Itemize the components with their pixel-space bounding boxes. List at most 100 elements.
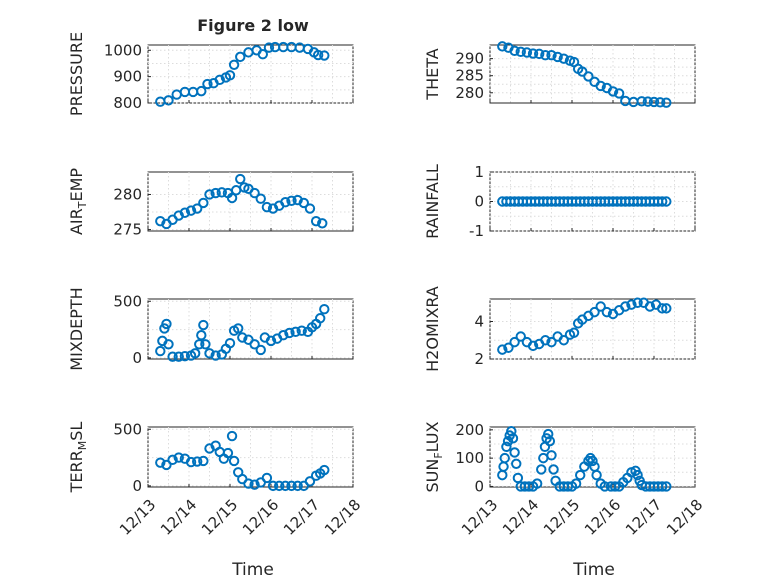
y-axis-label-main: RAINFALL — [423, 164, 442, 239]
data-point — [589, 306, 600, 318]
data-point — [263, 42, 275, 53]
data-point — [657, 196, 668, 207]
data-point — [636, 96, 647, 107]
data-point — [657, 303, 668, 314]
data-point — [224, 337, 236, 349]
data-point — [249, 339, 260, 350]
data-point — [243, 478, 254, 489]
data-point — [515, 331, 526, 342]
y-tick-label: 900 — [113, 68, 142, 86]
data-point — [546, 336, 557, 348]
data-point — [286, 195, 297, 206]
data-point — [155, 345, 166, 357]
data-point — [515, 46, 526, 58]
data-point — [548, 464, 559, 475]
data-point — [511, 458, 522, 469]
subplot-h2omixra: 2 4 H2OMIXRA — [423, 286, 696, 372]
data-point — [310, 215, 322, 227]
data-point — [591, 469, 602, 481]
data-point — [607, 86, 619, 97]
data-point — [210, 350, 221, 361]
data-point — [296, 325, 307, 336]
y-axis-label: H2OMIXRA — [423, 286, 442, 372]
data-point — [654, 97, 666, 108]
data-point — [546, 50, 557, 61]
data-point — [319, 50, 330, 61]
data-point — [527, 48, 539, 59]
data-point — [255, 344, 266, 356]
y-axis-label: TERRMSL — [67, 422, 89, 494]
data-point — [261, 201, 273, 213]
y-axis-label: MIXDEPTH — [67, 287, 86, 370]
y-axis-label: AIRTEMP — [67, 168, 89, 235]
x-tick-label: 12/16 — [581, 496, 624, 539]
data-point — [284, 327, 295, 339]
data-point — [237, 332, 248, 343]
data-point — [501, 441, 512, 453]
data-point — [286, 480, 297, 492]
data-point — [543, 428, 554, 440]
y-axis-label-subscript: M — [76, 441, 89, 451]
x-tick-label: 12/15 — [198, 496, 241, 539]
y-axis-label-tail: LUX — [423, 421, 442, 452]
data-point — [506, 426, 517, 437]
y-tick-label: -1 — [469, 222, 484, 240]
data-point — [661, 196, 672, 207]
data-point — [161, 318, 172, 330]
data-point — [185, 456, 197, 468]
x-tick-label: 12/14 — [499, 496, 542, 539]
data-point — [179, 350, 191, 362]
y-tick-label: 500 — [113, 292, 142, 310]
data-point — [509, 45, 520, 56]
data-point — [304, 476, 316, 487]
data-point — [198, 197, 209, 209]
data-point — [497, 344, 508, 355]
y-axis-label-main: SUN — [423, 459, 442, 493]
data-point — [222, 447, 234, 459]
data-point — [599, 481, 610, 492]
x-axis-label-right: Time — [572, 560, 615, 580]
y-axis-label-main: PRESSURE — [67, 32, 86, 116]
data-point — [613, 88, 625, 99]
data-point — [274, 480, 285, 492]
data-point — [255, 193, 266, 204]
subplot-air-temp: 275 280 AIRTEMP — [67, 168, 354, 239]
data-point — [249, 479, 260, 490]
data-point — [304, 203, 316, 214]
data-point — [185, 205, 197, 216]
data-point — [235, 173, 246, 185]
data-point — [200, 339, 211, 350]
y-axis-label-main: AIR — [67, 208, 86, 235]
data-point — [312, 49, 324, 61]
data-point — [509, 336, 520, 348]
y-axis-label-tail: SL — [67, 422, 86, 441]
data-point — [292, 480, 303, 492]
data-point — [536, 464, 547, 475]
data-point — [642, 96, 654, 107]
data-point — [507, 433, 519, 444]
data-point — [661, 303, 672, 314]
data-point — [163, 95, 174, 106]
y-tick-label: 275 — [113, 221, 142, 239]
y-tick-label: 100 — [455, 449, 484, 467]
data-point — [290, 326, 301, 338]
data-point — [626, 299, 637, 310]
data-point — [527, 340, 539, 352]
data-point — [546, 450, 557, 461]
data-point — [216, 187, 228, 198]
data-point — [224, 70, 236, 81]
data-point — [189, 348, 201, 359]
x-tick-label: 12/18 — [321, 496, 364, 539]
data-point — [632, 469, 643, 481]
data-point — [595, 80, 606, 92]
y-tick-label: 290 — [455, 50, 484, 68]
data-point — [226, 192, 238, 204]
data-point — [558, 53, 569, 64]
x-tick-label: 12/14 — [157, 496, 200, 539]
data-point — [196, 85, 207, 97]
y-tick-label: 280 — [113, 185, 142, 203]
data-point — [601, 306, 613, 318]
y-tick-label: 800 — [113, 94, 142, 112]
